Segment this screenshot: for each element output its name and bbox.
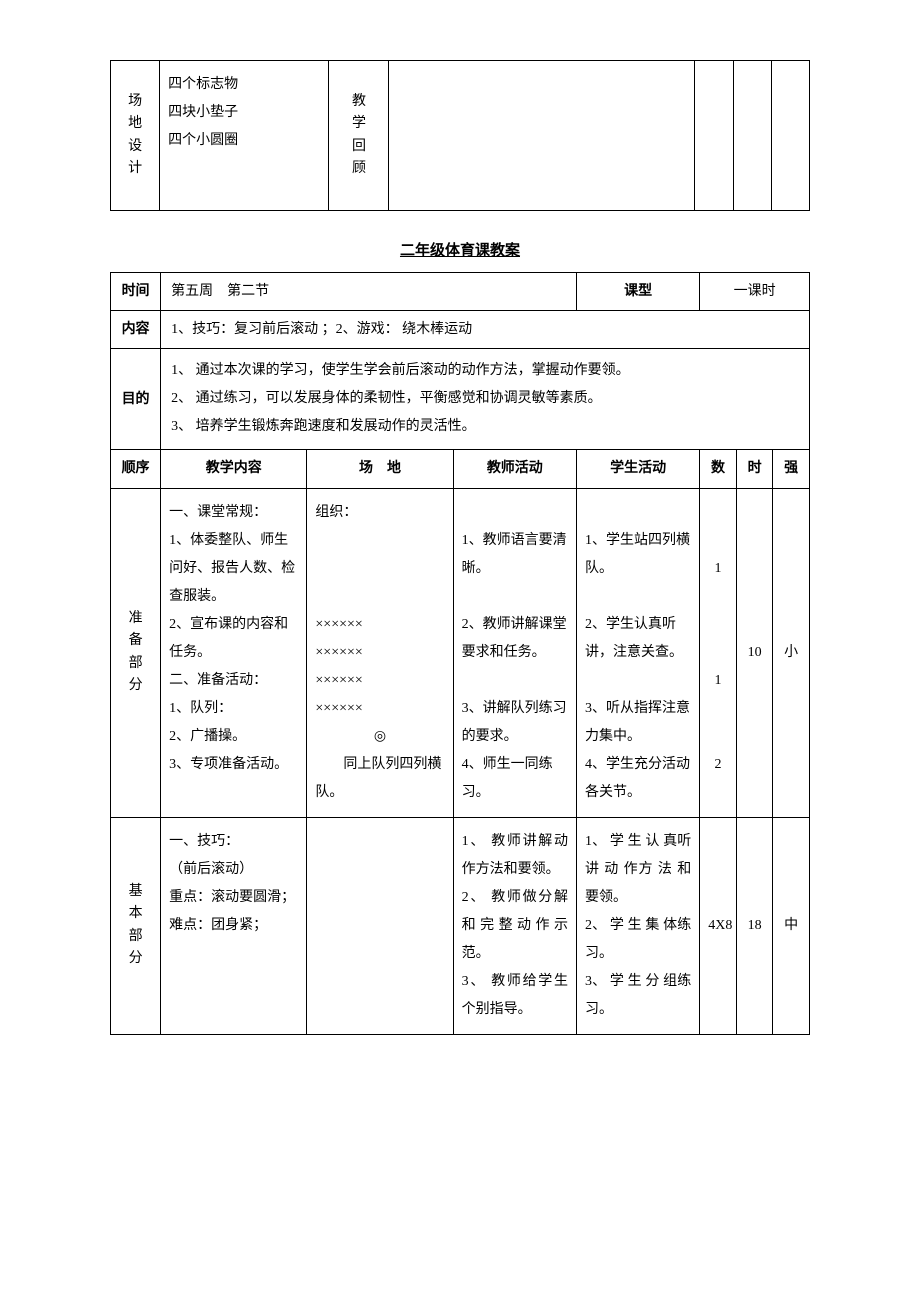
header-intensity: 强 bbox=[773, 450, 810, 488]
prep-intensity: 小 bbox=[773, 488, 810, 817]
prep-time: 10 bbox=[736, 488, 773, 817]
prep-count: 1 1 2 bbox=[700, 488, 737, 817]
column-headers-row: 顺序 教学内容 场 地 教师活动 学生活动 数 时 强 bbox=[111, 450, 810, 488]
header-field: 场 地 bbox=[307, 450, 453, 488]
time-label: 时间 bbox=[111, 273, 161, 311]
prep-field: 组织： ×××××× ×××××× ×××××× ×××××× ◎同上队列四列横… bbox=[307, 488, 453, 817]
tail-cell-3 bbox=[771, 61, 809, 211]
content-label: 内容 bbox=[111, 311, 161, 349]
lesson-plan-table: 时间 第五周 第二节 课型 一课时 内容 1、技巧：复习前后滚动 ；2、游戏： … bbox=[110, 272, 810, 1035]
objectives-label: 目的 bbox=[111, 349, 161, 450]
header-time: 时 bbox=[736, 450, 773, 488]
prep-teacher: 1、教师语言要清晰。 2、教师讲解课堂要求和任务。 3、讲解队列练习的要求。 4… bbox=[453, 488, 576, 817]
type-label: 课型 bbox=[576, 273, 699, 311]
time-value: 第五周 第二节 bbox=[161, 273, 577, 311]
header-sequence: 顺序 bbox=[111, 450, 161, 488]
basic-field bbox=[307, 817, 453, 1034]
teaching-review-label: 教学回顾 bbox=[329, 61, 389, 211]
section-title: 二年级体育课教案 bbox=[110, 239, 810, 260]
tail-cell-1 bbox=[695, 61, 733, 211]
prep-student: 1、学生站四列横队。 2、学生认真听讲，注意关查。 3、听从指挥注意力集中。 4… bbox=[576, 488, 699, 817]
prep-content: 一、课堂常规： 1、体委整队、师生问好、报告人数、检查服装。 2、宣布课的内容和… bbox=[161, 488, 307, 817]
basic-student: 1、 学 生 认 真听 讲 动 作方 法 和 要领。 2、 学 生 集 体练习。… bbox=[576, 817, 699, 1034]
basic-label: 基本部分 bbox=[111, 817, 161, 1034]
header-teacher: 教师活动 bbox=[453, 450, 576, 488]
objectives-content: 1、 通过本次课的学习，使学生学会前后滚动的动作方法，掌握动作要领。 2、 通过… bbox=[161, 349, 810, 450]
field-design-label: 场地设计 bbox=[111, 61, 160, 211]
header-count: 数 bbox=[700, 450, 737, 488]
content-value: 1、技巧：复习前后滚动 ；2、游戏： 绕木棒运动 bbox=[161, 311, 810, 349]
teaching-review-content bbox=[389, 61, 695, 211]
header-content: 教学内容 bbox=[161, 450, 307, 488]
type-value: 一课时 bbox=[700, 273, 810, 311]
basic-intensity: 中 bbox=[773, 817, 810, 1034]
prep-section-row: 准备部分 一、课堂常规： 1、体委整队、师生问好、报告人数、检查服装。 2、宣布… bbox=[111, 488, 810, 817]
field-design-table: 场地设计 四个标志物 四块小垫子 四个小圆圈 教学回顾 bbox=[110, 60, 810, 211]
basic-content: 一、技巧： （前后滚动） 重点：滚动要圆滑； 难点：团身紧； bbox=[161, 817, 307, 1034]
content-row: 内容 1、技巧：复习前后滚动 ；2、游戏： 绕木棒运动 bbox=[111, 311, 810, 349]
tail-cell-2 bbox=[733, 61, 771, 211]
objectives-row: 目的 1、 通过本次课的学习，使学生学会前后滚动的动作方法，掌握动作要领。 2、… bbox=[111, 349, 810, 450]
basic-time: 18 bbox=[736, 817, 773, 1034]
basic-section-row: 基本部分 一、技巧： （前后滚动） 重点：滚动要圆滑； 难点：团身紧； 1、 教… bbox=[111, 817, 810, 1034]
time-row: 时间 第五周 第二节 课型 一课时 bbox=[111, 273, 810, 311]
basic-count: 4X8 bbox=[700, 817, 737, 1034]
prep-label: 准备部分 bbox=[111, 488, 161, 817]
header-student: 学生活动 bbox=[576, 450, 699, 488]
basic-teacher: 1、 教师讲解动作方法和要领。 2、 教师做分解和完整动作示范。 3、 教师给学… bbox=[453, 817, 576, 1034]
field-design-content: 四个标志物 四块小垫子 四个小圆圈 bbox=[160, 61, 329, 211]
